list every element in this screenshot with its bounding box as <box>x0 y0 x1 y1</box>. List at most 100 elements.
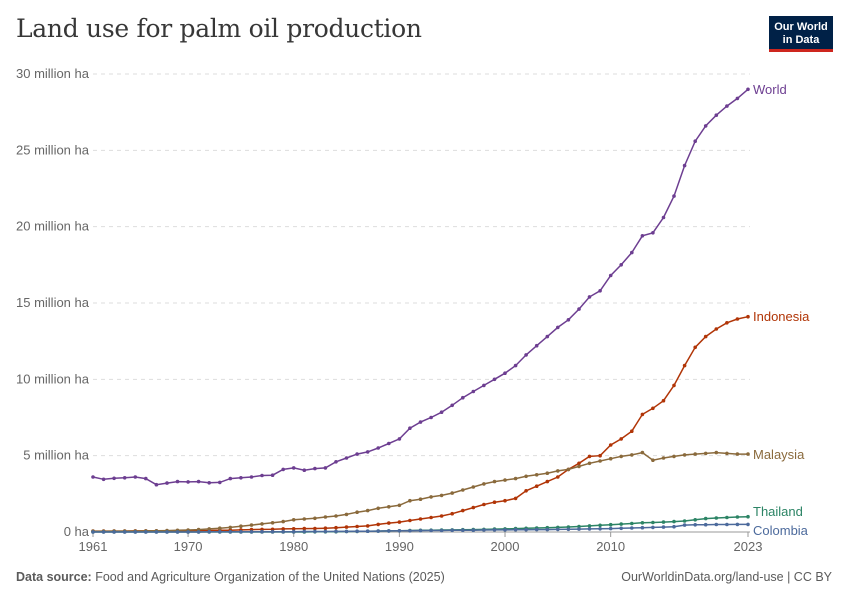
data-point <box>725 104 729 108</box>
data-point <box>239 530 243 534</box>
data-point <box>556 469 560 473</box>
data-point <box>534 473 539 477</box>
data-point <box>144 476 148 481</box>
data-point <box>556 475 560 479</box>
series-world[interactable] <box>91 87 750 487</box>
data-point <box>175 479 180 484</box>
data-point <box>587 524 592 528</box>
data-point <box>450 511 455 516</box>
data-point <box>672 519 676 524</box>
data-point <box>270 529 275 534</box>
data-point <box>408 518 412 523</box>
data-point <box>429 528 433 533</box>
data-point <box>239 476 243 480</box>
data-point <box>302 468 307 473</box>
data-point <box>545 334 550 339</box>
data-point <box>513 476 518 481</box>
y-gridlines <box>93 73 750 457</box>
data-point <box>397 503 402 508</box>
data-point <box>471 389 476 394</box>
data-point <box>186 530 190 534</box>
data-point <box>566 467 571 472</box>
data-point <box>355 524 359 529</box>
data-point <box>154 530 159 534</box>
data-point <box>598 459 602 463</box>
data-point <box>334 529 338 534</box>
data-point <box>302 526 307 531</box>
data-point <box>725 515 729 520</box>
data-point <box>577 524 581 529</box>
data-point <box>344 456 349 460</box>
data-point <box>513 363 518 368</box>
data-point <box>630 526 634 530</box>
data-point <box>746 514 750 519</box>
data-point <box>619 437 623 441</box>
data-point <box>630 429 634 434</box>
data-point <box>260 529 264 534</box>
data-point <box>471 485 476 489</box>
data-point <box>355 452 359 456</box>
data-point <box>387 529 391 533</box>
data-point <box>408 529 412 533</box>
data-point <box>682 363 687 368</box>
data-point <box>672 454 676 459</box>
data-point <box>365 524 370 528</box>
data-point <box>218 530 222 534</box>
data-point <box>566 527 571 532</box>
data-point <box>682 519 687 523</box>
series-colombia[interactable] <box>91 522 750 534</box>
data-source-text: Food and Agriculture Organization of the… <box>95 570 445 584</box>
x-tick-label: 1990 <box>385 539 414 554</box>
data-point <box>682 523 687 527</box>
data-point <box>397 437 402 441</box>
data-point <box>450 528 455 533</box>
y-tick-label: 30 million ha <box>16 66 90 81</box>
data-point <box>703 451 708 456</box>
data-point <box>471 505 476 510</box>
data-point <box>429 415 433 420</box>
series-label-indonesia: Indonesia <box>753 309 810 324</box>
data-point <box>397 529 402 533</box>
series-malaysia[interactable] <box>91 450 750 533</box>
data-point <box>492 500 497 505</box>
y-tick-label: 25 million ha <box>16 142 90 157</box>
data-point <box>693 518 697 522</box>
data-point <box>693 452 697 456</box>
data-point <box>746 522 750 527</box>
data-point <box>260 473 264 478</box>
data-point <box>725 522 729 527</box>
data-point <box>418 420 423 424</box>
data-point <box>598 289 602 293</box>
y-tick-label: 15 million ha <box>16 295 90 310</box>
data-point <box>651 525 655 530</box>
source-url-link[interactable]: OurWorldinData.org/land-use | CC BY <box>621 570 832 584</box>
data-point <box>619 454 623 459</box>
data-source-label: Data source: <box>16 570 92 584</box>
data-point <box>619 263 623 267</box>
data-point <box>270 473 275 478</box>
data-point <box>344 512 349 517</box>
data-point <box>630 250 634 255</box>
data-point <box>450 403 455 408</box>
data-point <box>598 453 602 458</box>
data-point <box>703 124 708 128</box>
data-point <box>735 96 740 101</box>
data-point <box>640 412 645 417</box>
data-point <box>397 520 402 524</box>
data-point <box>651 458 655 463</box>
data-point <box>534 484 539 489</box>
data-point <box>207 481 211 485</box>
data-point <box>640 234 645 238</box>
data-point <box>608 273 613 278</box>
data-point <box>461 528 465 532</box>
data-point <box>112 476 116 481</box>
data-point <box>365 529 370 533</box>
x-tick-label: 1970 <box>174 539 203 554</box>
data-point <box>587 295 592 299</box>
data-source: Data source: Food and Agriculture Organi… <box>16 570 445 584</box>
data-point <box>608 456 613 461</box>
owid-logo[interactable]: Our World in Data <box>769 16 833 52</box>
series-label-malaysia: Malaysia <box>753 447 805 462</box>
data-point <box>672 383 676 388</box>
data-point <box>270 521 275 525</box>
